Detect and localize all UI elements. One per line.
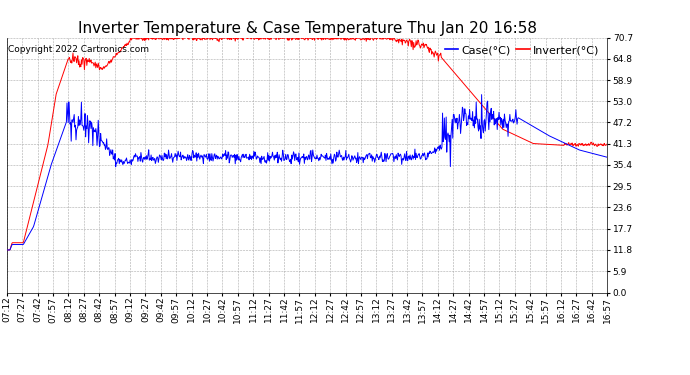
Legend: Case(°C), Inverter(°C): Case(°C), Inverter(°C) xyxy=(443,43,602,57)
Title: Inverter Temperature & Case Temperature Thu Jan 20 16:58: Inverter Temperature & Case Temperature … xyxy=(77,21,537,36)
Text: Copyright 2022 Cartronics.com: Copyright 2022 Cartronics.com xyxy=(8,45,149,54)
